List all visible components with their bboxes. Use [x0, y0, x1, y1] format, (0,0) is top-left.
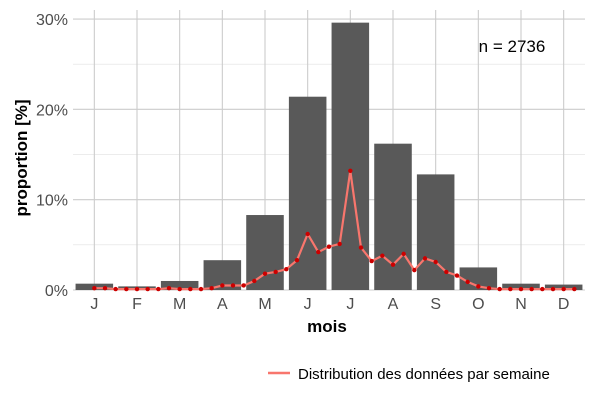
weekly-distribution-point: [198, 286, 204, 292]
weekly-distribution-point: [326, 244, 332, 249]
y-tick-label: 10%: [36, 193, 68, 210]
weekly-distribution-point: [486, 285, 492, 291]
bar-M: [160, 280, 199, 290]
bar-S: [416, 174, 455, 290]
weekly-distribution-point: [113, 286, 118, 292]
weekly-distribution-point: [540, 286, 545, 292]
weekly-distribution-point: [550, 286, 556, 292]
weekly-distribution-point: [92, 285, 97, 291]
y-tick-label: 20%: [36, 102, 68, 119]
x-tick-label: A: [217, 296, 228, 313]
weekly-distribution-point: [177, 286, 182, 292]
weekly-distribution-point: [134, 286, 140, 292]
x-tick-label: J: [346, 296, 354, 313]
legend-label: Distribution des données par semaine: [298, 366, 550, 383]
weekly-distribution-points-layer: [92, 168, 577, 292]
weekly-distribution-point: [476, 284, 481, 289]
x-tick-label: S: [430, 296, 441, 313]
weekly-distribution-point: [294, 257, 300, 263]
x-tick-label: J: [90, 296, 98, 313]
legend: Distribution des données par semaine: [268, 366, 550, 383]
weekly-distribution-point: [380, 253, 385, 258]
weekly-distribution-point: [316, 249, 321, 255]
weekly-distribution-point: [220, 283, 225, 288]
weekly-distribution-point: [348, 168, 353, 173]
bar-O: [459, 267, 498, 290]
weekly-distribution-point: [262, 271, 268, 276]
weekly-distribution-point: [508, 286, 513, 292]
weekly-distribution-point: [166, 285, 172, 291]
y-tick-labels: 0% 10% 20% 30%: [36, 12, 68, 300]
x-tick-label: M: [258, 296, 271, 313]
weekly-distribution-point: [156, 286, 161, 292]
weekly-distribution-point: [241, 283, 246, 288]
x-tick-label: F: [132, 296, 142, 313]
weekly-distribution-point: [102, 285, 108, 291]
weekly-distribution-point: [124, 286, 129, 292]
weekly-distribution-point: [145, 286, 150, 292]
y-axis-title: proportion [%]: [12, 99, 31, 216]
weekly-distribution-point: [305, 231, 310, 237]
x-tick-label: N: [515, 296, 527, 313]
x-axis-title: mois: [307, 317, 347, 336]
y-tick-label: 30%: [36, 12, 68, 29]
x-tick-label: J: [304, 296, 312, 313]
x-tick-label: D: [558, 296, 570, 313]
weekly-distribution-point: [422, 256, 428, 261]
weekly-distribution-point: [358, 245, 364, 250]
weekly-distribution-point: [209, 285, 214, 291]
weekly-distribution-point: [252, 278, 257, 284]
sample-size-annotation: n = 2736: [479, 37, 546, 56]
weekly-distribution-point: [273, 269, 278, 275]
weekly-distribution-point: [284, 267, 289, 272]
weekly-distribution-line-layer: [94, 170, 575, 291]
weekly-distribution-point: [497, 286, 502, 292]
weekly-distribution-point: [369, 258, 374, 264]
weekly-distribution-point: [518, 286, 524, 292]
weekly-distribution-point: [390, 262, 396, 267]
weekly-distribution-point: [529, 286, 534, 292]
weekly-distribution-point: [572, 286, 577, 292]
weekly-distribution-point: [412, 267, 417, 273]
x-tick-label: M: [173, 296, 186, 313]
weekly-distribution-point: [465, 279, 470, 285]
weekly-distribution-point: [444, 269, 449, 275]
bars-layer: [75, 22, 583, 290]
weekly-distribution-point: [337, 241, 342, 247]
bar-M: [246, 215, 284, 290]
weekly-distribution-point: [188, 286, 193, 292]
bar-N: [502, 283, 540, 290]
weekly-distribution-point: [561, 286, 566, 292]
weekly-distribution-point: [454, 273, 460, 278]
weekly-distribution-line: [94, 170, 575, 291]
bar-A: [374, 143, 412, 290]
weekly-distribution-point: [230, 283, 236, 288]
x-tick-label: A: [388, 296, 399, 313]
bar-J: [288, 96, 327, 290]
x-tick-label: O: [472, 296, 484, 313]
y-tick-label: 0%: [45, 283, 68, 300]
weekly-distribution-point: [401, 251, 406, 257]
weekly-distribution-point: [433, 259, 438, 265]
